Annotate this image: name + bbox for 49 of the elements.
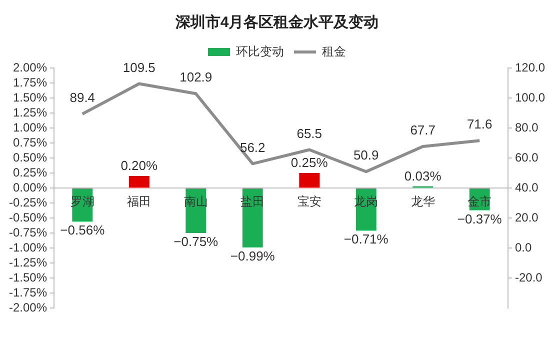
x-tick-label: 宝安 <box>297 194 322 208</box>
data-label: 109.5 <box>122 60 156 75</box>
y-tick-label: -0.50% <box>8 210 48 224</box>
y2-tick-label: 120.0 <box>514 60 546 74</box>
bar <box>299 173 320 188</box>
y2-tick-label: 100.0 <box>514 90 546 104</box>
y-tick-label: -1.00% <box>8 240 48 254</box>
y2-tick-label: -20.0 <box>514 270 543 284</box>
data-label: −0.37% <box>457 211 502 226</box>
data-label: 89.4 <box>70 90 96 105</box>
y-tick-label: 2.00% <box>12 60 48 74</box>
data-label: 56.2 <box>240 140 266 155</box>
y-tick-label: 1.25% <box>12 105 48 120</box>
y2-tick-label: 20.0 <box>514 210 539 224</box>
y-tick-label: 0.25% <box>12 165 48 180</box>
bar <box>128 176 150 188</box>
y2-tick-label: 80.0 <box>514 120 539 134</box>
data-label: 0.20% <box>120 158 158 174</box>
chart-title: 深圳市4月各区租金水平及变动 <box>174 13 379 32</box>
y2-tick-label: 40.0 <box>514 180 539 194</box>
data-label: 0.03% <box>404 168 442 184</box>
y-tick-label: 1.00% <box>12 120 48 134</box>
y-tick-label: -1.75% <box>8 285 48 300</box>
y-tick-label: 0.00% <box>12 180 48 194</box>
legend-label: 环比变动 <box>236 44 284 58</box>
data-label: 50.9 <box>353 148 379 163</box>
y-tick-label: 1.75% <box>12 75 48 90</box>
y-tick-label: 1.50% <box>12 90 48 104</box>
y-tick-label: -1.25% <box>8 255 48 270</box>
x-tick-label: 龙华 <box>410 194 435 208</box>
legend-label: 租金 <box>322 44 346 58</box>
data-label: −0.71% <box>344 232 389 247</box>
data-label: 102.9 <box>180 70 212 85</box>
data-label: −0.56% <box>60 222 106 238</box>
y-tick-label: -2.00% <box>8 300 48 314</box>
y-tick-label: -0.25% <box>8 195 48 210</box>
data-label: 67.7 <box>410 122 436 138</box>
data-label: 65.5 <box>296 126 322 141</box>
y-tick-label: -0.75% <box>8 225 48 240</box>
y-tick-label: -1.50% <box>8 270 48 284</box>
data-label: 0.25% <box>290 155 328 170</box>
y2-tick-label: 60.0 <box>514 150 539 164</box>
y-tick-label: 0.75% <box>12 135 48 150</box>
data-label: 71.6 <box>466 116 492 132</box>
data-label: −0.75% <box>174 234 219 250</box>
y2-tick-label: 0.0 <box>514 240 532 254</box>
y-tick-label: 0.50% <box>12 150 48 164</box>
data-label: −0.99% <box>230 248 276 264</box>
x-tick-label: 福田 <box>127 194 152 208</box>
